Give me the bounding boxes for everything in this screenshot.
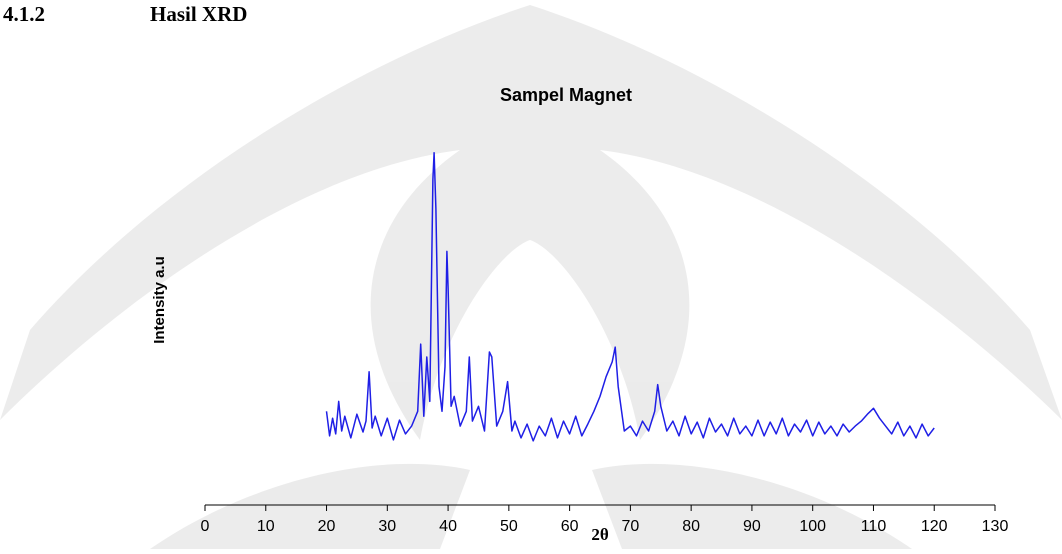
x-axis-label: 2θ xyxy=(591,525,609,544)
x-tick-label: 70 xyxy=(621,518,639,535)
x-tick-label: 120 xyxy=(921,518,948,535)
x-tick-label: 80 xyxy=(682,518,700,535)
section-title: Hasil XRD xyxy=(150,2,247,26)
x-tick-label: 130 xyxy=(982,518,1009,535)
x-tick-label: 60 xyxy=(561,518,579,535)
xrd-line xyxy=(325,151,935,442)
x-tick-label: 0 xyxy=(201,518,210,535)
x-tick-label: 110 xyxy=(861,518,887,535)
x-tick-label: 30 xyxy=(378,518,396,535)
x-tick-label: 100 xyxy=(799,518,826,535)
x-tick-label: 20 xyxy=(318,518,336,535)
y-axis-label: Intensity a.u xyxy=(151,256,168,344)
chart-title: Sampel Magnet xyxy=(500,85,632,105)
x-tick-label: 50 xyxy=(500,518,518,535)
section-number: 4.1.2 xyxy=(3,2,45,26)
x-tick-label: 40 xyxy=(439,518,457,535)
x-tick-label: 10 xyxy=(257,518,275,535)
x-tick-label: 90 xyxy=(743,518,761,535)
watermark xyxy=(0,5,1062,549)
